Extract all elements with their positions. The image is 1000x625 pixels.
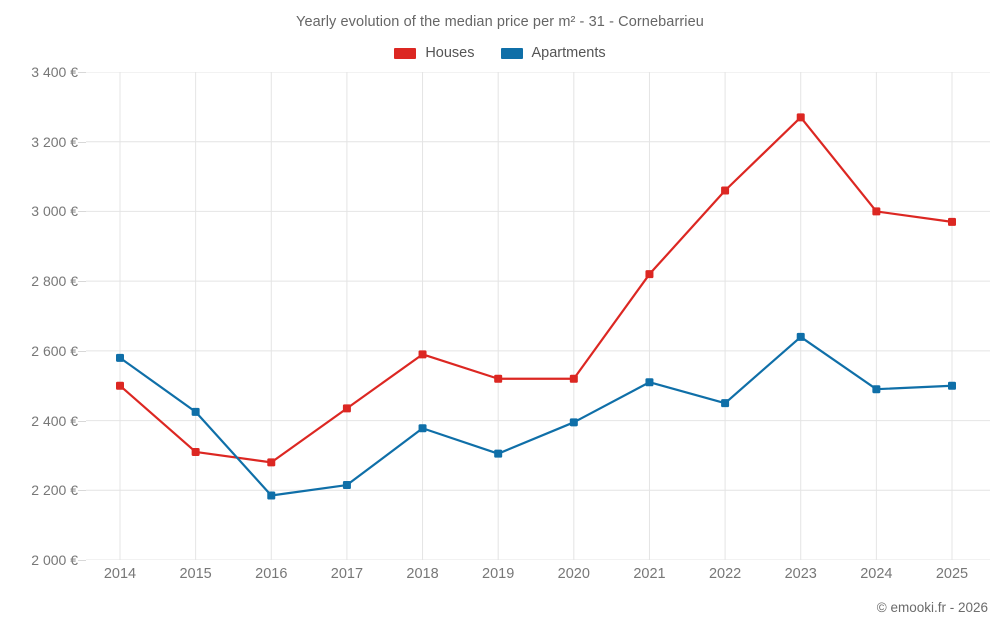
x-tick-label: 2019 — [482, 566, 515, 582]
series-lines — [116, 113, 956, 500]
data-point-marker[interactable] — [418, 350, 427, 359]
data-point-marker[interactable] — [948, 381, 956, 390]
x-tick-label: 2021 — [633, 566, 666, 582]
x-tick-label: 2020 — [557, 566, 590, 582]
plot-svg — [86, 72, 990, 560]
y-tick-mark — [78, 420, 86, 422]
legend-entry-houses[interactable]: Houses — [394, 45, 475, 61]
legend-entry-apartments[interactable]: Apartments — [500, 45, 606, 61]
y-tick-label: 2 400 € — [31, 412, 78, 429]
data-point-marker[interactable] — [267, 458, 276, 467]
y-tick-label: 2 600 € — [31, 342, 78, 359]
legend-label-houses: Houses — [425, 45, 475, 61]
data-point-marker[interactable] — [494, 449, 503, 458]
x-tick-label: 2016 — [255, 566, 288, 582]
x-tick-label: 2018 — [406, 566, 439, 582]
x-tick-label: 2025 — [935, 566, 969, 582]
data-point-marker[interactable] — [721, 186, 730, 195]
data-point-marker[interactable] — [721, 399, 730, 408]
series-line-apartments — [118, 335, 954, 497]
data-point-marker[interactable] — [645, 270, 654, 279]
y-tick-label: 3 400 € — [31, 64, 78, 80]
data-point-marker[interactable] — [872, 385, 881, 394]
data-point-marker[interactable] — [342, 404, 351, 413]
y-tick-mark — [78, 560, 86, 561]
y-tick-label: 2 000 € — [31, 552, 78, 568]
y-tick-mark — [78, 281, 86, 283]
data-point-marker[interactable] — [796, 332, 805, 341]
data-point-marker[interactable] — [494, 374, 503, 383]
data-point-marker[interactable] — [796, 113, 805, 122]
x-tick-label: 2024 — [860, 566, 893, 582]
y-tick-label: 3 200 € — [31, 133, 78, 150]
y-tick-label: 3 000 € — [31, 203, 78, 220]
data-point-marker[interactable] — [569, 418, 578, 427]
legend-swatch-apartments — [500, 47, 523, 59]
x-tick-label: 2015 — [179, 566, 212, 582]
data-point-marker[interactable] — [267, 491, 276, 500]
x-axis-labels: 2014 2015 2016 2017 2018 2019 2020 2021 2022 2023… — [86, 566, 990, 590]
plot-area — [86, 72, 990, 560]
legend-swatch-houses — [394, 47, 417, 59]
y-tick-label: 2 200 € — [31, 482, 78, 499]
x-tick-label: 2017 — [330, 566, 364, 582]
data-point-marker[interactable] — [872, 207, 881, 216]
y-tick-mark — [78, 211, 86, 213]
data-point-marker[interactable] — [342, 481, 351, 490]
x-tick-label: 2023 — [784, 566, 817, 582]
y-tick-label: 2 800 € — [31, 273, 78, 290]
y-tick-mark — [78, 141, 86, 143]
x-tick-label: 2022 — [708, 566, 742, 582]
series-line-houses — [118, 116, 954, 464]
y-tick-mark — [78, 72, 86, 73]
data-point-marker[interactable] — [645, 378, 654, 387]
x-tick-label: 2014 — [103, 566, 137, 582]
data-point-marker[interactable] — [116, 353, 124, 362]
data-point-marker[interactable] — [569, 374, 578, 383]
data-point-marker[interactable] — [191, 407, 200, 416]
data-point-marker[interactable] — [418, 424, 427, 433]
y-tick-mark — [78, 350, 86, 352]
legend-label-apartments: Apartments — [531, 45, 606, 61]
chart-title: Yearly evolution of the median price per… — [296, 14, 704, 30]
grid-lines — [86, 72, 990, 560]
data-point-marker[interactable] — [948, 217, 956, 226]
data-point-marker[interactable] — [116, 381, 124, 390]
y-axis-labels: 2 000 € 2 200 € 2 400 € 2 600 € 2 800 € 3 000… — [0, 0, 86, 625]
data-point-marker[interactable] — [191, 447, 200, 456]
y-tick-mark — [78, 490, 86, 492]
footer-credit: © emooki.fr - 2026 — [876, 600, 988, 615]
chart-legend: Houses Apartments — [0, 45, 1000, 61]
